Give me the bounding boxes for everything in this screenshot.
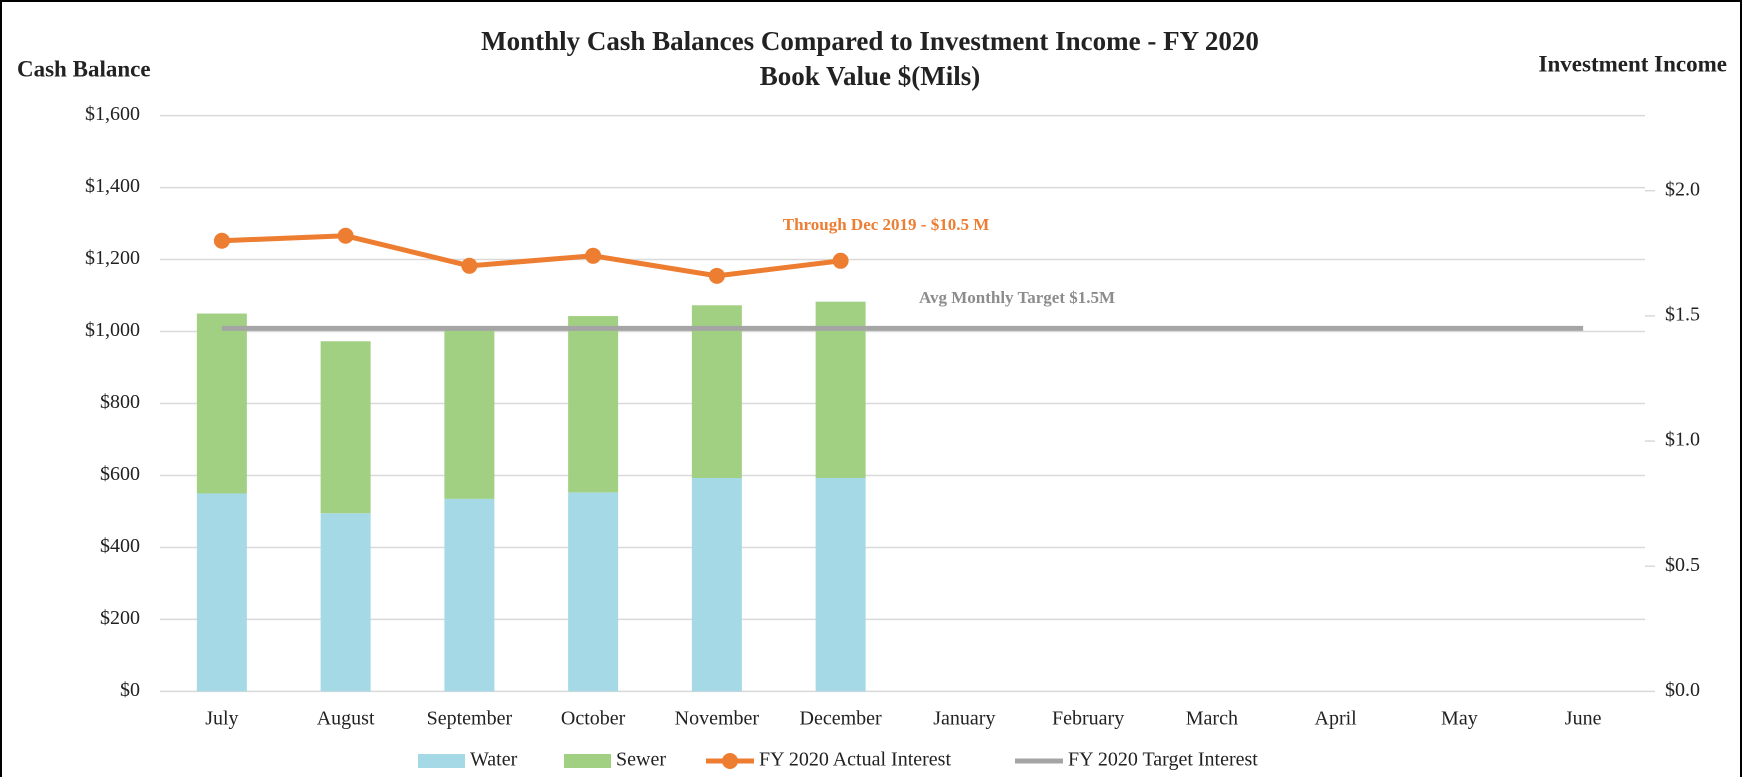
y-tick-label: $800 xyxy=(100,391,140,413)
x-tick-label: October xyxy=(561,708,626,730)
annotation: Through Dec 2019 - $10.5 M xyxy=(783,215,990,234)
legend-swatch xyxy=(564,754,611,768)
marker xyxy=(708,267,725,284)
y2-tick-label: $1.0 xyxy=(1665,429,1700,451)
x-tick-label: November xyxy=(675,708,760,730)
bar xyxy=(691,477,742,692)
y-tick-label: $1,600 xyxy=(85,103,140,125)
y-tick-label: $600 xyxy=(100,463,140,485)
legend-label: FY 2020 Target Interest xyxy=(1068,749,1258,771)
bar xyxy=(196,313,247,494)
bar xyxy=(568,316,619,493)
x-tick-label: July xyxy=(205,708,238,730)
x-tick-label: January xyxy=(933,708,995,730)
chart-subtitle: Book Value $(Mils) xyxy=(760,61,981,91)
bar xyxy=(320,513,371,692)
chart-title: Monthly Cash Balances Compared to Invest… xyxy=(481,26,1259,56)
y2-tick-label: $2.0 xyxy=(1665,178,1700,200)
bar xyxy=(568,492,619,692)
x-tick-label: September xyxy=(427,708,513,730)
legend-swatch xyxy=(418,754,465,768)
y-tick-label: $1,000 xyxy=(85,319,140,341)
line xyxy=(221,233,841,279)
legend-label: FY 2020 Actual Interest xyxy=(759,749,951,771)
bar xyxy=(320,341,371,514)
marker xyxy=(832,252,849,269)
y-tick-label: $0 xyxy=(120,679,140,701)
marker xyxy=(213,232,230,249)
bar xyxy=(196,493,247,692)
legend-swatch xyxy=(722,753,738,769)
legend-label: Water xyxy=(470,749,518,771)
y2-tick-label: $0.0 xyxy=(1665,679,1700,701)
x-tick-label: April xyxy=(1315,708,1358,730)
y-tick-label: $1,400 xyxy=(85,175,140,197)
legend-label: Sewer xyxy=(616,749,666,771)
marker xyxy=(337,227,354,244)
marker xyxy=(585,247,602,264)
x-tick-label: December xyxy=(800,708,883,730)
annotation: Avg Monthly Target $1.5M xyxy=(919,288,1115,307)
y-tick-label: $1,200 xyxy=(85,247,140,269)
x-tick-label: March xyxy=(1186,708,1238,730)
x-tick-label: February xyxy=(1052,708,1124,730)
bar xyxy=(815,477,866,692)
bar xyxy=(815,301,866,478)
y-tick-label: $200 xyxy=(100,607,140,629)
x-tick-label: June xyxy=(1565,708,1602,730)
x-tick-label: May xyxy=(1441,708,1478,730)
y-tick-label: $400 xyxy=(100,535,140,557)
x-tick-label: August xyxy=(317,708,375,730)
y2-tick-label: $0.5 xyxy=(1665,554,1700,576)
marker xyxy=(461,257,478,274)
y2-axis-label: Investment Income xyxy=(1539,51,1727,76)
bar xyxy=(444,327,495,499)
y2-tick-label: $1.5 xyxy=(1665,303,1700,325)
bar xyxy=(444,498,495,692)
y-axis-label: Cash Balance xyxy=(17,56,151,81)
bar xyxy=(691,305,742,478)
